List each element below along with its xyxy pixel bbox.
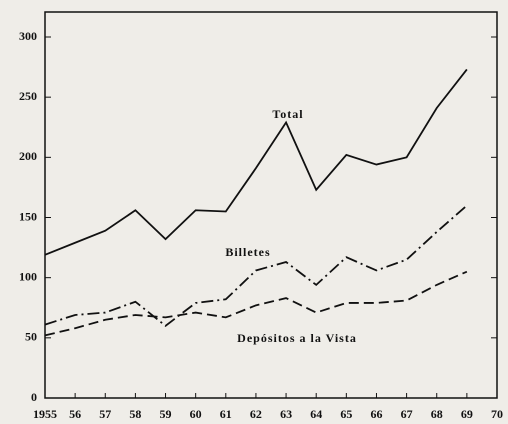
x-tick-label: 58 bbox=[129, 407, 141, 421]
x-tick-label: 65 bbox=[340, 407, 352, 421]
x-tick-label: 63 bbox=[280, 407, 292, 421]
plot-frame bbox=[44, 11, 498, 399]
series-label: Depósitos a la Vista bbox=[237, 331, 357, 345]
y-tick-label: 150 bbox=[19, 209, 37, 223]
y-tick-label: 300 bbox=[19, 29, 37, 43]
x-tick-label: 64 bbox=[310, 407, 322, 421]
x-tick-label: 66 bbox=[370, 407, 382, 421]
series-label: Billetes bbox=[225, 245, 270, 259]
y-tick-label: 0 bbox=[31, 390, 37, 404]
y-tick-label: 250 bbox=[19, 89, 37, 103]
y-tick-label: 200 bbox=[19, 149, 37, 163]
x-tick-label: 60 bbox=[190, 407, 202, 421]
x-tick-label: 67 bbox=[401, 407, 413, 421]
x-tick-label: 68 bbox=[431, 407, 443, 421]
x-tick-label: 62 bbox=[250, 407, 262, 421]
x-tick-label: 57 bbox=[99, 407, 111, 421]
x-tick-label: 70 bbox=[491, 407, 503, 421]
y-tick-label: 50 bbox=[25, 330, 37, 344]
x-tick-label: 61 bbox=[220, 407, 232, 421]
x-tick-label: 56 bbox=[69, 407, 81, 421]
series-label: Total bbox=[272, 107, 303, 121]
x-tick-label: 69 bbox=[461, 407, 473, 421]
y-tick-label: 100 bbox=[19, 269, 37, 283]
line-series bbox=[44, 270, 468, 337]
x-tick-label: 59 bbox=[160, 407, 172, 421]
x-tick-label: 1955 bbox=[33, 407, 57, 421]
line-series bbox=[44, 68, 468, 256]
line-series bbox=[44, 204, 468, 327]
